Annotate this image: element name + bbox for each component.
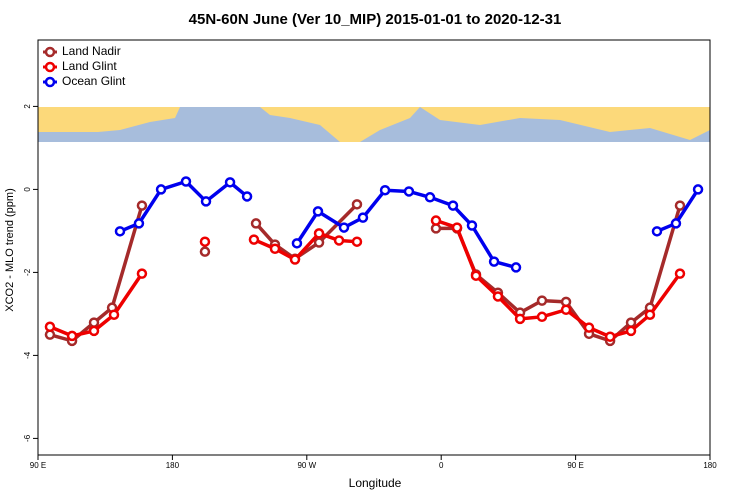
data-point bbox=[447, 200, 459, 211]
legend-swatch-marker bbox=[44, 76, 56, 88]
x-tick-label: 0 bbox=[439, 461, 444, 470]
data-point bbox=[66, 330, 78, 342]
data-point bbox=[536, 311, 548, 323]
data-point bbox=[536, 295, 548, 306]
x-tick-label: 90 E bbox=[30, 461, 46, 470]
data-point bbox=[674, 200, 686, 211]
data-point bbox=[470, 270, 482, 281]
data-point bbox=[133, 218, 145, 229]
legend-label: Land Nadir bbox=[62, 44, 121, 58]
data-point bbox=[560, 304, 572, 315]
data-point bbox=[313, 237, 325, 248]
data-point bbox=[451, 222, 463, 233]
data-point bbox=[424, 192, 436, 203]
data-point bbox=[200, 196, 212, 207]
data-point bbox=[674, 268, 686, 279]
legend-label: Land Glint bbox=[62, 59, 117, 73]
series-line bbox=[295, 188, 517, 270]
y-tick-label: 0 bbox=[23, 187, 32, 192]
data-point bbox=[291, 238, 303, 249]
legend-swatch-marker bbox=[44, 61, 56, 73]
data-point bbox=[351, 199, 363, 210]
data-point bbox=[88, 317, 100, 328]
data-point bbox=[488, 256, 500, 267]
data-point bbox=[583, 322, 595, 333]
map-strip bbox=[38, 107, 710, 142]
data-point bbox=[644, 309, 656, 320]
data-point bbox=[224, 177, 236, 188]
data-point bbox=[88, 325, 100, 337]
data-point bbox=[313, 228, 325, 239]
chart-title: 45N-60N June (Ver 10_MIP) 2015-01-01 to … bbox=[189, 11, 562, 28]
data-point bbox=[155, 184, 167, 195]
plot-frame bbox=[37, 39, 711, 456]
y-tick-label: -6 bbox=[23, 434, 32, 442]
y-tick-label: -4 bbox=[23, 351, 32, 359]
data-point bbox=[44, 321, 56, 333]
data-point bbox=[338, 222, 350, 233]
data-point bbox=[692, 184, 704, 195]
data-point bbox=[199, 246, 211, 257]
data-point bbox=[403, 186, 415, 197]
data-point bbox=[651, 226, 663, 237]
y-tick-label: 2 bbox=[23, 104, 32, 109]
data-point bbox=[514, 313, 526, 325]
data-point bbox=[269, 243, 281, 254]
data-point bbox=[430, 215, 442, 226]
data-point bbox=[108, 309, 120, 320]
data-point bbox=[510, 262, 522, 273]
data-point bbox=[289, 254, 301, 265]
data-point bbox=[136, 200, 148, 211]
data-point bbox=[492, 291, 504, 302]
y-axis-label: XCO2 - MLO trend (ppm) bbox=[4, 188, 16, 311]
x-tick-label: 180 bbox=[166, 461, 180, 470]
data-point bbox=[250, 218, 262, 229]
x-axis-label: Longitude bbox=[349, 476, 402, 490]
data-point bbox=[625, 325, 637, 337]
x-tick-label: 90 E bbox=[567, 461, 583, 470]
legend-label: Ocean Glint bbox=[62, 74, 126, 88]
data-point bbox=[333, 235, 345, 246]
data-point bbox=[466, 220, 478, 231]
data-point bbox=[199, 236, 211, 247]
data-point bbox=[670, 218, 682, 229]
data-point bbox=[312, 206, 324, 217]
x-tick-label: 90 W bbox=[297, 461, 316, 470]
data-point bbox=[625, 317, 637, 328]
data-point bbox=[351, 236, 363, 247]
data-point bbox=[379, 184, 391, 196]
x-tick-label: 180 bbox=[703, 461, 717, 470]
data-point bbox=[248, 234, 260, 245]
data-point bbox=[114, 226, 126, 237]
y-tick-label: -2 bbox=[23, 268, 32, 276]
data-point bbox=[241, 191, 253, 202]
legend-swatch-marker bbox=[44, 46, 56, 58]
data-point bbox=[604, 331, 616, 342]
data-point bbox=[357, 212, 369, 223]
data-point bbox=[136, 268, 148, 279]
data-point bbox=[180, 176, 192, 187]
